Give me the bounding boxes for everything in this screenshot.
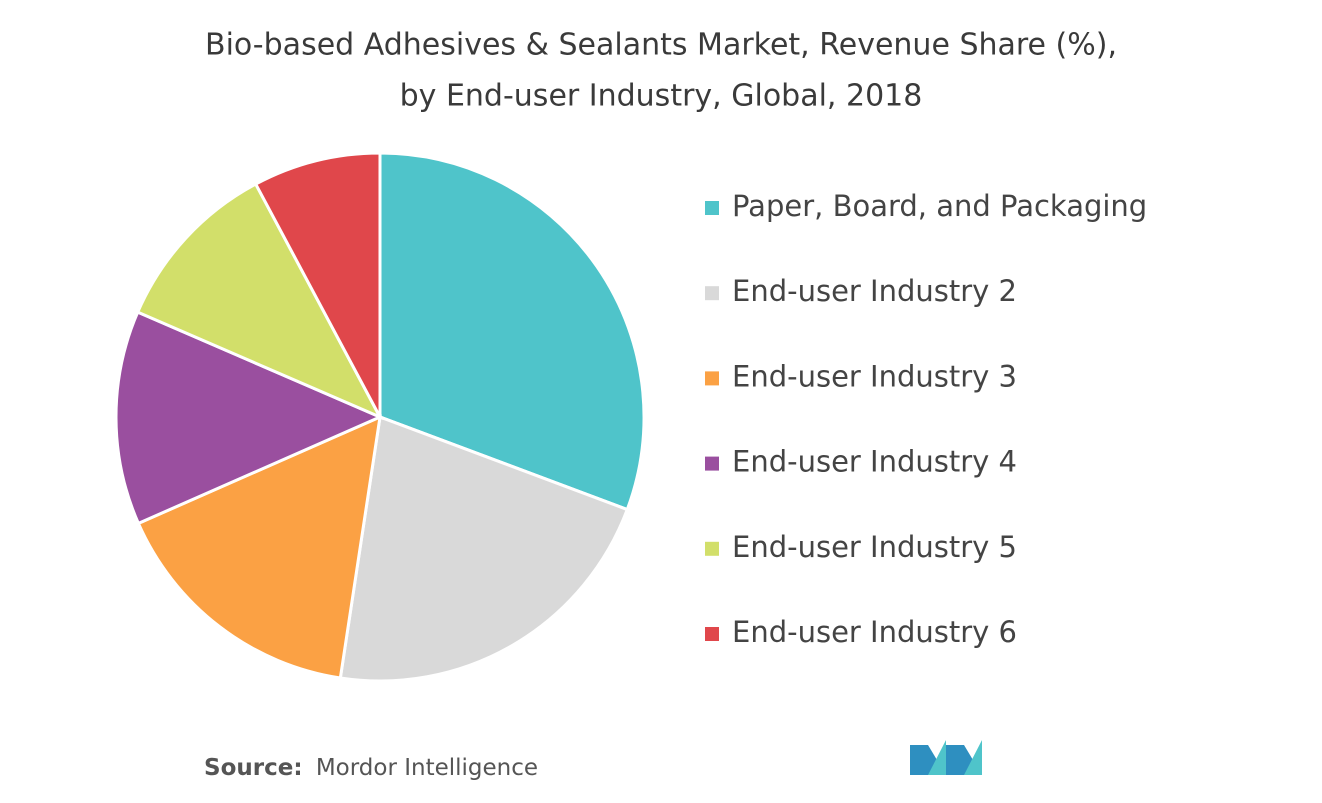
legend-swatch (705, 541, 719, 556)
legend-swatch (705, 627, 719, 641)
legend-swatch (705, 201, 719, 215)
legend: Paper, Board, and Packaging End-user Indu… (705, 189, 1147, 649)
chart-title: by End-user Industry, Global, 2018 (400, 79, 923, 114)
pie-slice (136, 414, 382, 680)
legend-label: End-user Industry 5 (732, 530, 1017, 564)
source-label: Source: (204, 755, 303, 781)
pie-slice (338, 414, 630, 683)
legend-label: End-user Industry 6 (732, 615, 1017, 649)
pie-slice (135, 182, 384, 421)
legend-label: End-user Industry 3 (732, 359, 1017, 393)
logo (910, 740, 982, 775)
legend-label: End-user Industry 2 (732, 274, 1017, 308)
pie-slice (253, 151, 382, 418)
source-name: Mordor Intelligence (316, 755, 538, 781)
legend-label: Paper, Board, and Packaging (732, 189, 1147, 223)
legend-swatch (705, 286, 719, 301)
pie (114, 151, 646, 683)
legend-label: End-user Industry 4 (732, 445, 1017, 479)
pie-slice (378, 151, 646, 512)
legend-swatch (705, 371, 719, 386)
chart-title: Bio-based Adhesives & Sealants Market, R… (205, 28, 1117, 63)
source: Source: Mordor Intelligence (204, 755, 538, 781)
legend-swatch (705, 456, 719, 471)
pie-slice (114, 310, 384, 526)
